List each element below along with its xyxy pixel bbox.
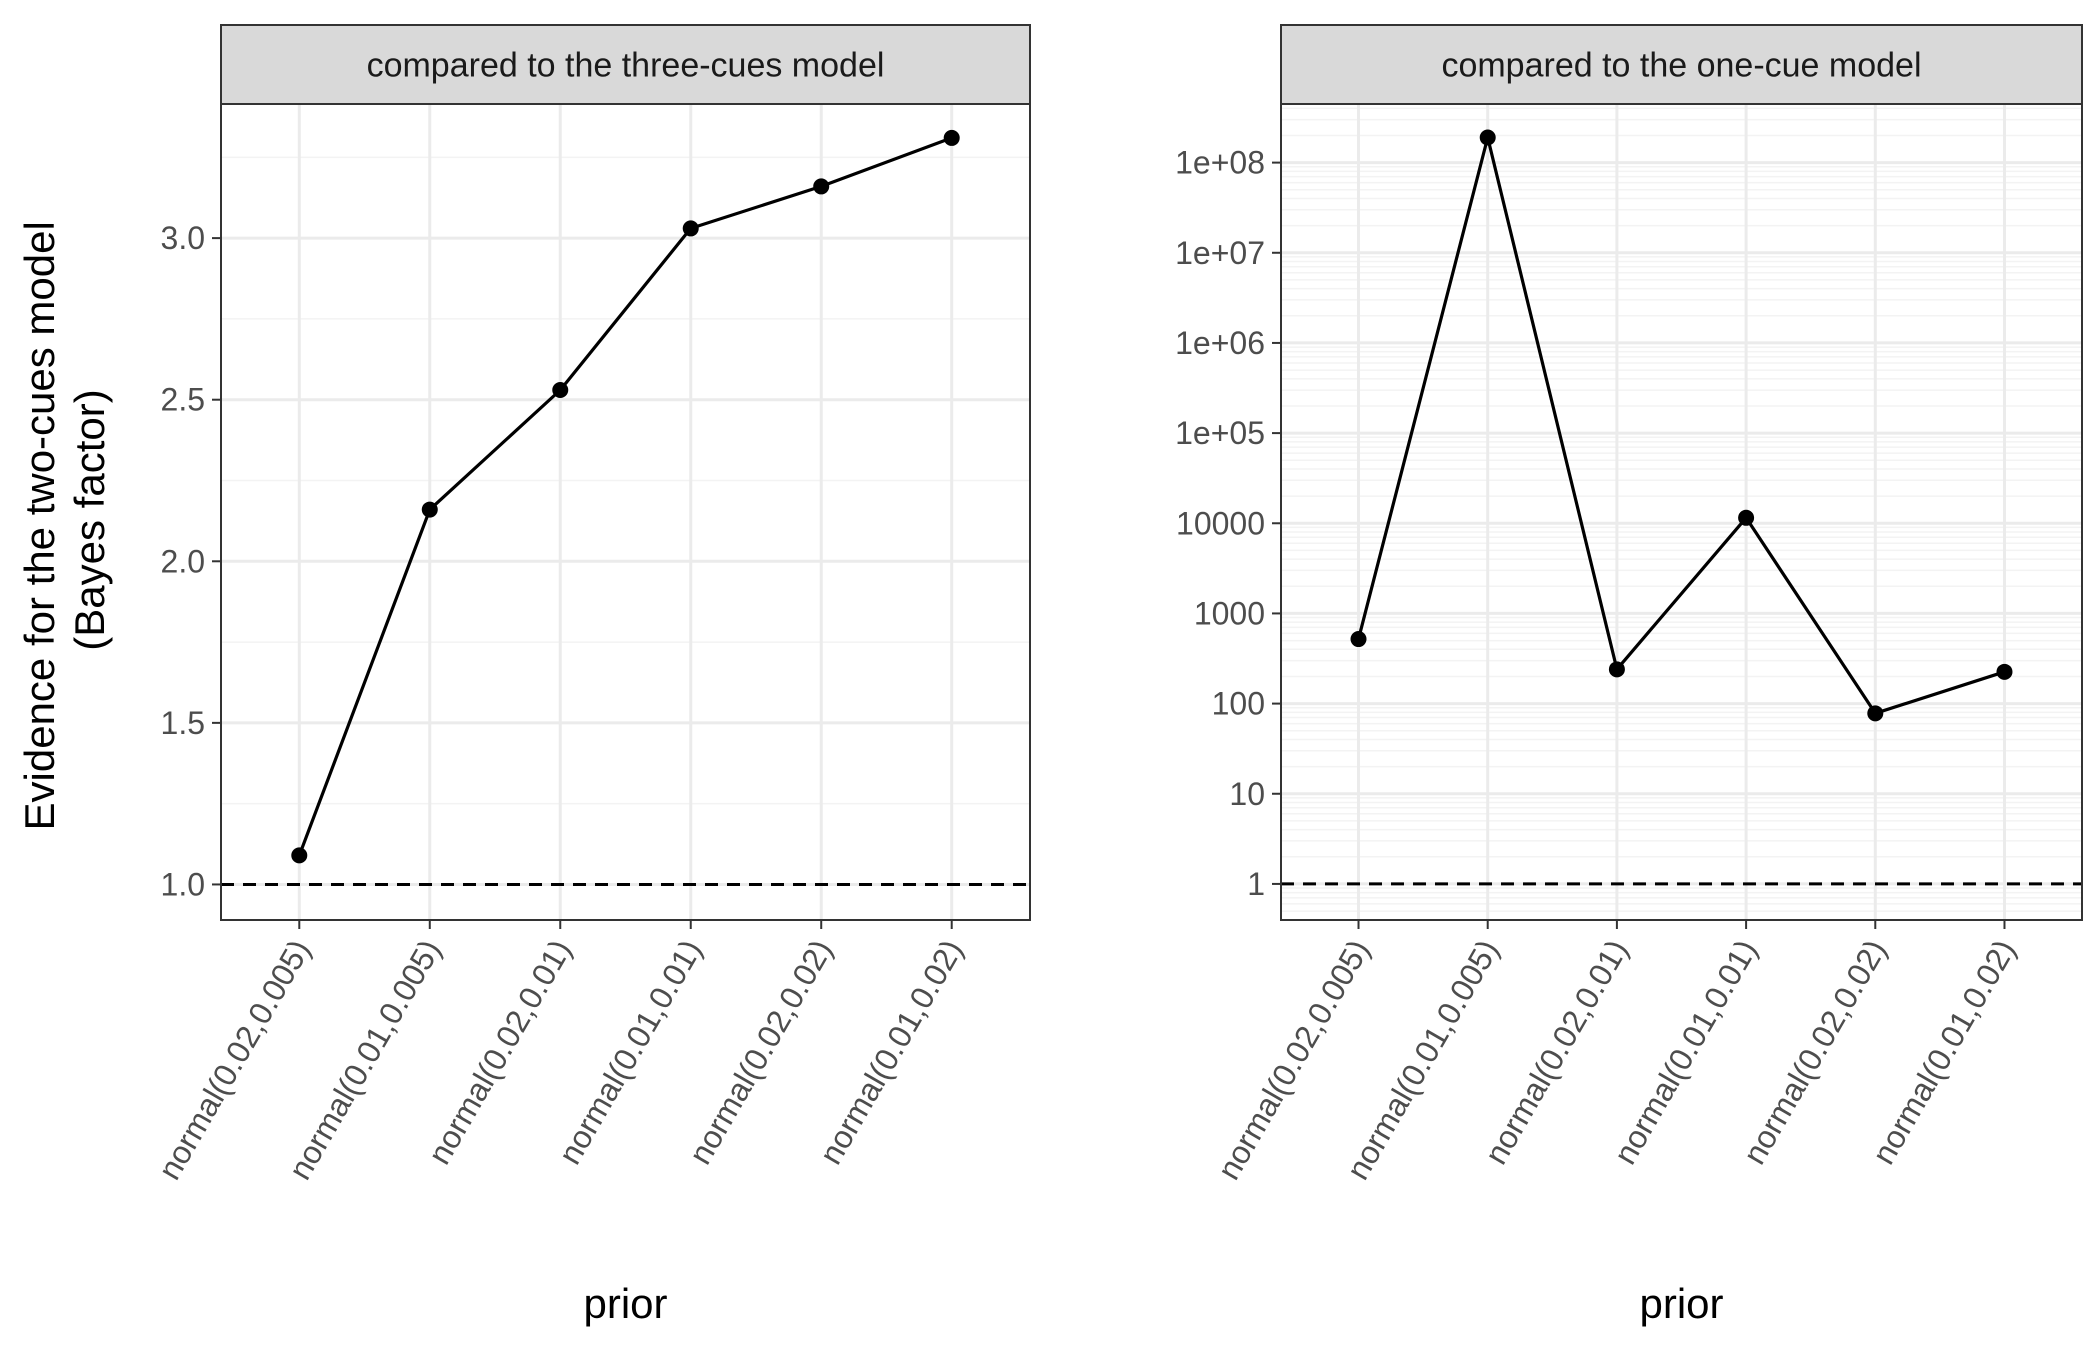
x-axis-title: prior: [1639, 1280, 1723, 1327]
y-axis-title: Evidence for the two-cues model (Bayes f…: [16, 210, 113, 831]
y-tick-label: 1.0: [161, 866, 205, 902]
facet-strip-label: compared to the three-cues model: [367, 47, 885, 85]
data-point: [1738, 509, 1755, 526]
y-tick-label: 10000: [1176, 505, 1265, 541]
y-axis-title-line2: (Bayes factor): [66, 389, 113, 650]
x-axis-title: prior: [583, 1280, 667, 1327]
data-point: [813, 178, 830, 195]
data-point: [943, 129, 960, 146]
y-tick-label: 1e+07: [1175, 235, 1265, 271]
facet-strip-label: compared to the one-cue model: [1441, 47, 1921, 85]
y-tick-label: 3.0: [161, 220, 205, 256]
series-line: [1356, 135, 2005, 715]
y-tick-label: 1e+08: [1175, 145, 1265, 181]
data-point: [291, 847, 308, 864]
facet-strip: [1280, 24, 2083, 105]
data-point: [1608, 661, 1625, 678]
data-point: [552, 382, 569, 399]
data-point: [1479, 129, 1496, 146]
data-point: [1996, 663, 2013, 680]
y-tick-label: 2.0: [161, 543, 205, 579]
y-tick-label: 10: [1229, 776, 1265, 812]
y-tick-label: 100: [1212, 686, 1265, 722]
y-tick-label: 1: [1247, 866, 1265, 902]
data-point: [682, 220, 699, 237]
data-point: [1350, 631, 1367, 648]
series-line: [297, 136, 953, 856]
y-tick-label: 1.5: [161, 705, 205, 741]
y-tick-label: 1000: [1194, 595, 1265, 631]
y-tick-label: 2.5: [161, 382, 205, 418]
data-point: [1867, 705, 1884, 722]
facet-strip: [220, 24, 1031, 105]
y-tick-label: 1e+05: [1175, 415, 1265, 451]
data-point: [421, 501, 438, 518]
y-tick-label: 1e+06: [1175, 325, 1265, 361]
y-axis-title-line1: Evidence for the two-cues model: [16, 221, 63, 830]
